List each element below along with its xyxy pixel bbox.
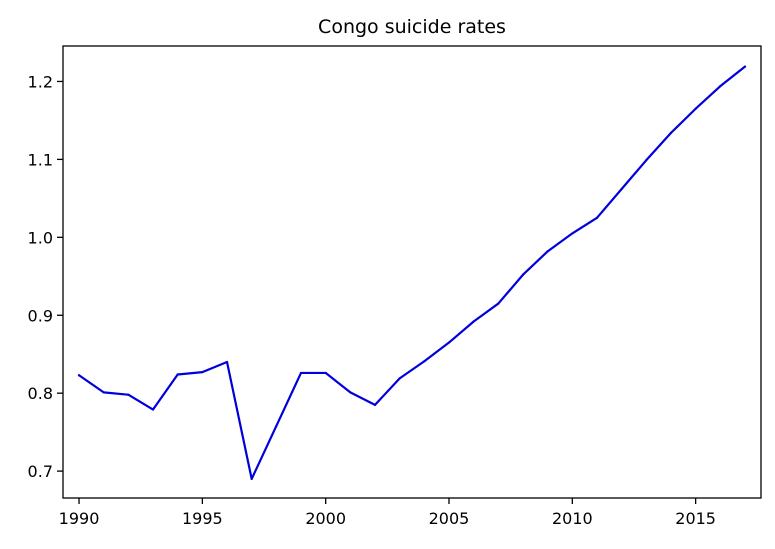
data-point bbox=[275, 424, 278, 428]
data-point bbox=[694, 107, 697, 110]
data-point bbox=[299, 371, 303, 375]
y-tick-label: 0.7 bbox=[28, 462, 53, 481]
plot-area-frame bbox=[62, 45, 762, 499]
data-point bbox=[349, 391, 352, 394]
x-tick-label: 2010 bbox=[552, 509, 593, 528]
data-point bbox=[102, 391, 105, 394]
data-point bbox=[546, 250, 549, 253]
data-point bbox=[719, 85, 722, 88]
data-point bbox=[447, 341, 451, 344]
x-axis: 1990 1995 2000 2005 2010 2015 bbox=[59, 498, 716, 528]
data-point bbox=[472, 320, 475, 323]
data-point bbox=[324, 371, 327, 375]
data-point bbox=[201, 371, 204, 374]
x-tick-label: 1990 bbox=[59, 509, 100, 528]
data-point bbox=[77, 374, 81, 377]
data-point bbox=[151, 408, 155, 411]
y-tick-label: 0.9 bbox=[28, 306, 53, 325]
data-point bbox=[497, 302, 500, 305]
data-point bbox=[225, 360, 229, 364]
plot-series bbox=[77, 65, 747, 481]
y-tick-label: 1.1 bbox=[28, 150, 53, 169]
data-point bbox=[571, 232, 574, 235]
data-point bbox=[398, 377, 401, 380]
data-point bbox=[743, 65, 747, 68]
data-point bbox=[620, 187, 623, 191]
data-point bbox=[373, 403, 377, 406]
x-tick-label: 2000 bbox=[305, 509, 346, 528]
y-tick-label: 1.0 bbox=[28, 228, 53, 247]
y-tick-label: 0.8 bbox=[28, 384, 53, 403]
y-axis: 0.7 0.8 0.9 1.0 1.1 1.2 bbox=[28, 72, 63, 481]
x-tick-label: 2015 bbox=[675, 509, 716, 528]
series-line-0 bbox=[77, 65, 747, 481]
data-point bbox=[521, 273, 525, 276]
data-point bbox=[645, 159, 648, 162]
data-point bbox=[669, 131, 673, 134]
data-point bbox=[127, 393, 130, 396]
chart-title: Congo suicide rates bbox=[318, 16, 506, 38]
data-point bbox=[176, 373, 179, 376]
y-tick-label: 1.2 bbox=[28, 72, 53, 91]
data-point bbox=[423, 360, 426, 363]
x-tick-label: 2005 bbox=[429, 509, 470, 528]
data-point bbox=[250, 477, 253, 481]
data-point bbox=[595, 216, 599, 219]
x-tick-label: 1995 bbox=[182, 509, 223, 528]
